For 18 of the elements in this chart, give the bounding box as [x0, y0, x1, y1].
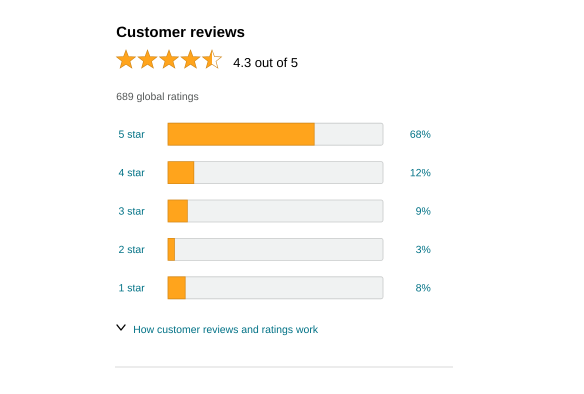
y-tick-label: 3 star	[118, 207, 145, 215]
chart-title: Customer reviews	[116, 26, 244, 38]
bar	[168, 161, 194, 184]
data-label: 12%	[410, 168, 430, 176]
y-tick-label: 2 star	[119, 246, 145, 254]
text: 689 global ratings	[116, 92, 198, 102]
bar	[168, 200, 188, 222]
text: How customer reviews and ratings work	[134, 325, 318, 336]
bar	[168, 238, 175, 261]
data-label: 8%	[416, 284, 430, 292]
chart-subtitle: 4.3 out of 5	[234, 58, 298, 68]
y-tick-label: 1 star	[119, 284, 145, 292]
data-label: 3%	[416, 246, 430, 254]
data-label: 68%	[410, 130, 430, 138]
y-tick-label: 5 star	[118, 130, 145, 138]
bar	[168, 276, 186, 300]
data-label: 9%	[416, 207, 430, 215]
y-tick-label: 4 star	[118, 168, 145, 176]
